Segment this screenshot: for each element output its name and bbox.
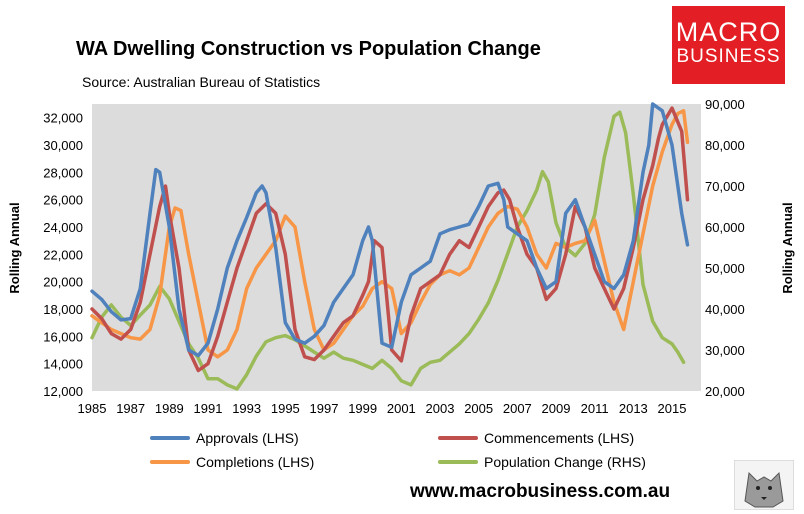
right-axis-ticks: 20,000 30,000 40,000 50,000 60,000 70,000 80,0…	[705, 97, 745, 399]
left-axis-tick-label: 12,000	[43, 384, 83, 399]
right-axis-tick-label: 30,000	[705, 343, 745, 358]
website-url: www.macrobusiness.com.au	[410, 481, 671, 502]
x-axis-tick-label: 2009	[542, 401, 571, 416]
right-axis-title: Rolling Annual	[780, 202, 795, 293]
wolf-icon	[744, 471, 784, 508]
x-axis-tick-label: 1987	[116, 401, 145, 416]
left-axis-tick-label: 30,000	[43, 138, 83, 153]
series-line	[90, 109, 690, 359]
legend-label: Population Change (RHS)	[484, 454, 646, 470]
wolf-mascot-image	[734, 460, 794, 510]
right-axis-tick-label: 90,000	[705, 97, 745, 112]
left-axis-tick-label: 22,000	[43, 247, 83, 262]
x-axis-tick-label: 2011	[581, 401, 609, 416]
macrobusiness-logo: MACRO BUSINESS	[672, 6, 785, 84]
left-axis-tick-label: 20,000	[43, 275, 83, 290]
logo-line-1: MACRO	[675, 17, 782, 47]
legend-swatch	[438, 436, 478, 440]
chart-legend: Approvals (LHS) Commencements (LHS) Comple…	[150, 428, 690, 474]
legend-label: Commencements (LHS)	[484, 430, 635, 446]
logo-line-2: BUSINESS	[676, 46, 781, 67]
x-axis-tick-label: 1993	[232, 401, 261, 416]
legend-swatch	[150, 460, 190, 464]
x-axis-tick-label: 2001	[387, 401, 416, 416]
series-lines	[90, 102, 690, 391]
left-axis-tick-label: 28,000	[43, 165, 83, 180]
legend-swatch	[438, 460, 478, 464]
left-axis-tick-label: 24,000	[43, 220, 83, 235]
x-axis-tick-label: 2007	[503, 401, 532, 416]
x-axis-tick-label: 1991	[194, 401, 223, 416]
left-axis-tick-label: 32,000	[43, 111, 83, 126]
x-axis-tick-label: 1995	[271, 401, 300, 416]
x-axis-tick-label: 2015	[658, 401, 687, 416]
left-axis-ticks: 12,000 14,000 16,000 18,000 20,000 22,000 24,0…	[43, 111, 83, 399]
legend-swatch	[150, 436, 190, 440]
legend-item: Completions (LHS)	[150, 452, 314, 472]
right-axis-tick-label: 60,000	[705, 220, 745, 235]
left-axis-tick-label: 18,000	[43, 302, 83, 317]
right-axis-tick-label: 80,000	[705, 138, 745, 153]
left-axis-tick-label: 16,000	[43, 329, 83, 344]
legend-item: Population Change (RHS)	[438, 452, 646, 472]
legend-label: Approvals (LHS)	[196, 430, 299, 446]
plot-area	[92, 104, 701, 391]
legend-label: Completions (LHS)	[196, 454, 315, 470]
x-axis-tick-label: 2005	[464, 401, 493, 416]
x-axis-tick-label: 1997	[310, 401, 339, 416]
series-line	[90, 102, 690, 358]
right-axis-tick-label: 50,000	[705, 261, 745, 276]
x-axis-tick-label: 1989	[155, 401, 184, 416]
x-axis-tick-label: 2003	[426, 401, 455, 416]
right-axis-tick-label: 20,000	[705, 384, 745, 399]
legend-item: Commencements (LHS)	[438, 428, 634, 448]
left-axis-tick-label: 14,000	[43, 357, 83, 372]
x-axis-ticks: 1985 1987 1989 1991 1993 1995 1997 1999 2001 2003…	[78, 401, 687, 416]
chart-source: Source: Australian Bureau of Statistics	[82, 74, 321, 90]
right-axis-tick-label: 70,000	[705, 179, 745, 194]
legend-item: Approvals (LHS)	[150, 428, 299, 448]
x-axis-tick-label: 1985	[78, 401, 107, 416]
x-axis-tick-label: 1999	[348, 401, 377, 416]
left-axis-tick-label: 26,000	[43, 193, 83, 208]
left-axis-title: Rolling Annual	[7, 202, 22, 293]
right-axis-tick-label: 40,000	[705, 302, 745, 317]
x-axis-tick-label: 2013	[619, 401, 648, 416]
chart-title: WA Dwelling Construction vs Population C…	[76, 38, 541, 60]
